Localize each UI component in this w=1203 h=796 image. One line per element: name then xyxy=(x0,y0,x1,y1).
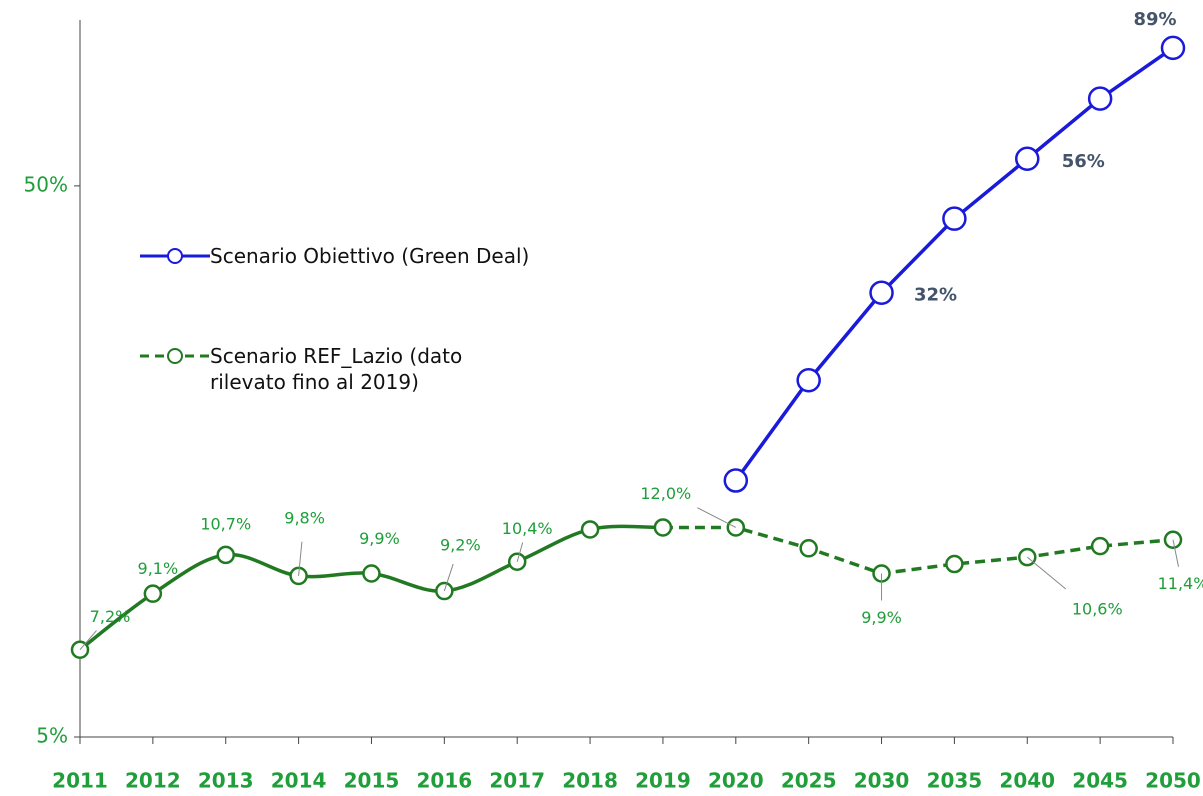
marker xyxy=(143,584,163,603)
marker xyxy=(723,468,749,493)
x-tick-label: 2011 xyxy=(52,769,108,793)
marker xyxy=(216,545,235,565)
marker xyxy=(362,564,381,583)
series-line xyxy=(734,46,1174,482)
marker xyxy=(1015,146,1040,172)
x-tick-label: 2017 xyxy=(489,769,545,793)
leader-line xyxy=(697,507,737,528)
marker xyxy=(653,518,673,537)
x-tick-label: 2018 xyxy=(562,769,618,793)
data-label: 11,4% xyxy=(1158,574,1203,593)
data-label: 9,1% xyxy=(138,559,179,578)
legend-item: Scenario Obiettivo (Green Deal) xyxy=(140,243,590,269)
marker xyxy=(869,280,894,305)
legend-swatch xyxy=(140,348,210,364)
marker xyxy=(799,539,818,558)
data-label: 9,9% xyxy=(359,529,400,548)
data-label: 9,8% xyxy=(284,508,325,527)
marker xyxy=(945,554,964,574)
x-tick-label: 2035 xyxy=(927,769,983,793)
y-tick-label: 5% xyxy=(36,724,68,748)
data-label: 56% xyxy=(1062,151,1105,172)
legend-label: Scenario REF_Lazio (dato rilevato fino a… xyxy=(210,344,463,394)
x-tick-label: 2012 xyxy=(125,769,181,793)
marker xyxy=(1087,86,1113,111)
data-label: 9,9% xyxy=(861,608,902,627)
marker xyxy=(942,206,967,231)
legend-item: Scenario REF_Lazio (dato rilevato fino a… xyxy=(140,343,510,395)
leader-line xyxy=(298,541,303,576)
data-label: 32% xyxy=(914,285,957,306)
marker xyxy=(796,367,821,393)
data-label: 10,6% xyxy=(1072,600,1123,619)
x-tick-label: 2016 xyxy=(416,769,472,793)
legend-label: Scenario Obiettivo (Green Deal) xyxy=(210,244,530,268)
data-label: 9,2% xyxy=(440,536,481,555)
x-tick-label: 2025 xyxy=(781,769,837,793)
x-tick-label: 2013 xyxy=(198,769,254,793)
x-tick-label: 2020 xyxy=(708,769,764,793)
y-tick-label: 50% xyxy=(24,172,68,196)
x-tick-label: 2014 xyxy=(271,769,327,793)
data-label: 10,7% xyxy=(200,514,251,533)
marker xyxy=(1090,536,1110,556)
data-label: 12,0% xyxy=(640,484,691,503)
series-line xyxy=(662,525,1174,576)
leader-line xyxy=(1172,539,1179,567)
leader-line xyxy=(79,630,97,651)
marker xyxy=(1160,35,1186,61)
x-tick-label: 2015 xyxy=(344,769,400,793)
x-tick-label: 2045 xyxy=(1072,769,1128,793)
x-tick-label: 2040 xyxy=(999,769,1055,793)
marker xyxy=(580,520,600,539)
data-label: 7,2% xyxy=(90,607,131,626)
data-label: 89% xyxy=(1133,9,1176,30)
leader-line xyxy=(443,563,454,592)
leader-line xyxy=(1026,556,1067,590)
x-tick-label: 2030 xyxy=(854,769,910,793)
data-label: 10,4% xyxy=(502,519,553,538)
legend-swatch xyxy=(140,248,210,264)
x-tick-label: 2019 xyxy=(635,769,691,793)
leader-line xyxy=(516,542,524,562)
x-tick-label: 2050 xyxy=(1145,769,1201,793)
